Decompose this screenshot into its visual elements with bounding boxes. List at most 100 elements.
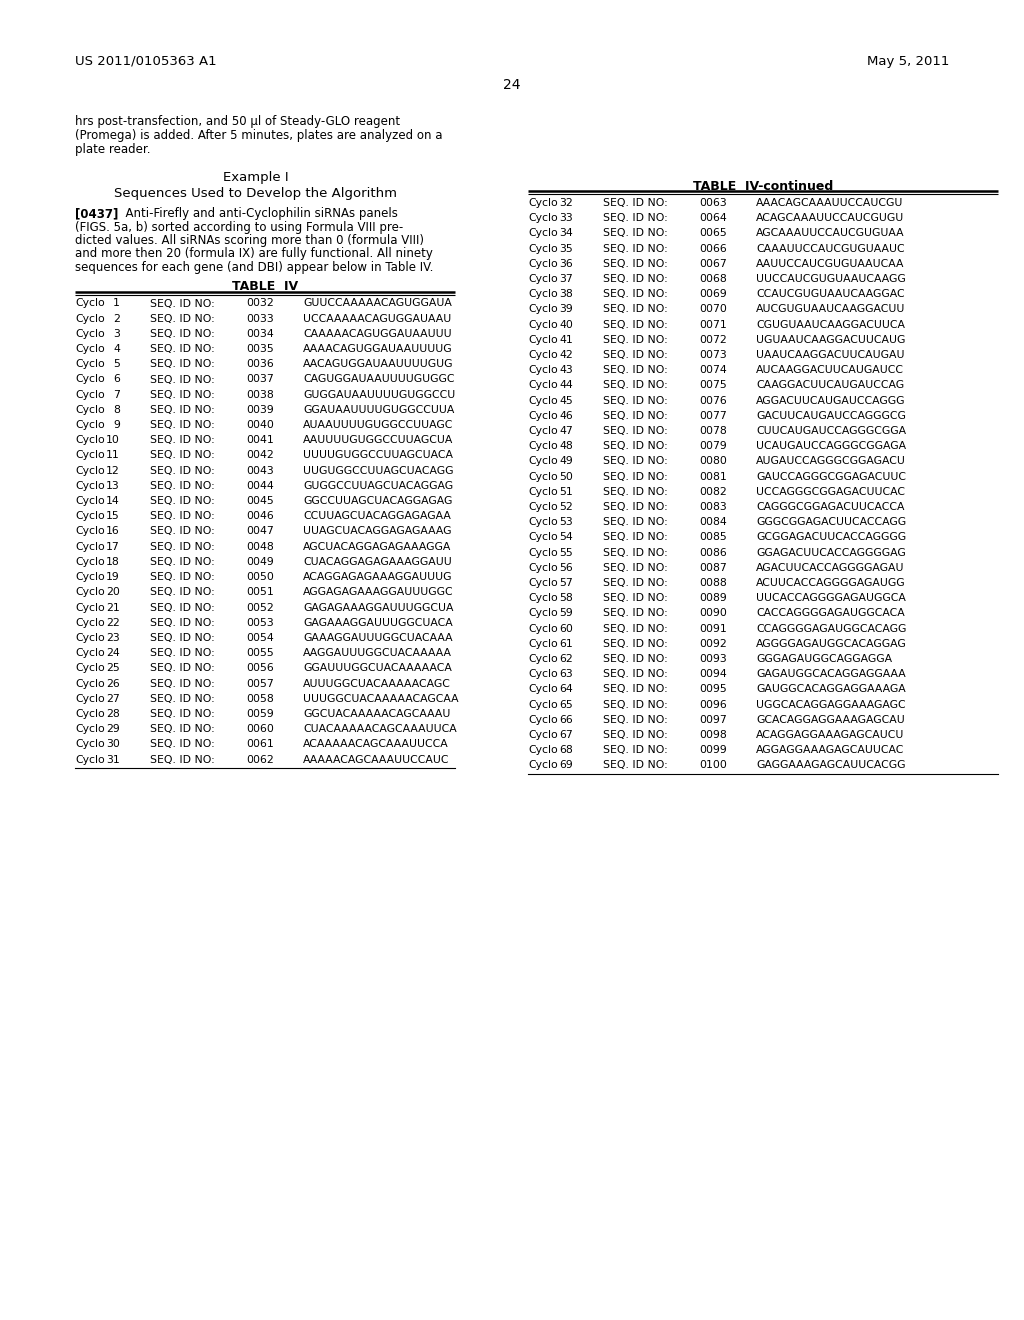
Text: Cyclo: Cyclo [75, 694, 104, 704]
Text: AGGGGAGAUGGCACAGGAG: AGGGGAGAUGGCACAGGAG [756, 639, 906, 649]
Text: Cyclo: Cyclo [528, 517, 558, 527]
Text: GAUCCAGGGCGGAGACUUC: GAUCCAGGGCGGAGACUUC [756, 471, 906, 482]
Text: SEQ. ID NO:: SEQ. ID NO: [150, 632, 215, 643]
Text: 27: 27 [106, 694, 120, 704]
Text: SEQ. ID NO:: SEQ. ID NO: [603, 228, 668, 239]
Text: Cyclo: Cyclo [75, 405, 104, 414]
Text: SEQ. ID NO:: SEQ. ID NO: [603, 700, 668, 710]
Text: 67: 67 [559, 730, 573, 741]
Text: GAGAAAGGAUUUGGCUACA: GAGAAAGGAUUUGGCUACA [303, 618, 453, 628]
Text: SEQ. ID NO:: SEQ. ID NO: [603, 441, 668, 451]
Text: 0036: 0036 [246, 359, 273, 370]
Text: 0061: 0061 [246, 739, 273, 750]
Text: SEQ. ID NO:: SEQ. ID NO: [150, 527, 215, 536]
Text: 45: 45 [559, 396, 573, 405]
Text: 39: 39 [559, 305, 573, 314]
Text: Cyclo: Cyclo [528, 746, 558, 755]
Text: CUACAAAAACAGCAAAUUCA: CUACAAAAACAGCAAAUUCA [303, 725, 457, 734]
Text: 3: 3 [113, 329, 120, 339]
Text: 0053: 0053 [246, 618, 273, 628]
Text: 0037: 0037 [246, 375, 273, 384]
Text: 0088: 0088 [699, 578, 727, 587]
Text: SEQ. ID NO:: SEQ. ID NO: [150, 345, 215, 354]
Text: UAAUCAAGGACUUCAUGAU: UAAUCAAGGACUUCAUGAU [756, 350, 904, 360]
Text: SEQ. ID NO:: SEQ. ID NO: [603, 593, 668, 603]
Text: UUUUGUGGCCUUAGCUACA: UUUUGUGGCCUUAGCUACA [303, 450, 453, 461]
Text: SEQ. ID NO:: SEQ. ID NO: [603, 426, 668, 436]
Text: 38: 38 [559, 289, 573, 300]
Text: 12: 12 [106, 466, 120, 475]
Text: 65: 65 [559, 700, 573, 710]
Text: 0097: 0097 [699, 715, 727, 725]
Text: UGGCACAGGAGGAAAGAGC: UGGCACAGGAGGAAAGAGC [756, 700, 905, 710]
Text: 40: 40 [559, 319, 573, 330]
Text: 47: 47 [559, 426, 573, 436]
Text: SEQ. ID NO:: SEQ. ID NO: [603, 760, 668, 771]
Text: 53: 53 [559, 517, 573, 527]
Text: Cyclo: Cyclo [75, 420, 104, 430]
Text: 19: 19 [106, 572, 120, 582]
Text: SEQ. ID NO:: SEQ. ID NO: [603, 502, 668, 512]
Text: 42: 42 [559, 350, 573, 360]
Text: SEQ. ID NO:: SEQ. ID NO: [603, 623, 668, 634]
Text: CAGGGCGGAGACUUCACCA: CAGGGCGGAGACUUCACCA [756, 502, 904, 512]
Text: SEQ. ID NO:: SEQ. ID NO: [150, 496, 215, 506]
Text: SEQ. ID NO:: SEQ. ID NO: [150, 375, 215, 384]
Text: AUUUGGCUACAAAAACAGC: AUUUGGCUACAAAAACAGC [303, 678, 451, 689]
Text: 0072: 0072 [699, 335, 727, 345]
Text: 0060: 0060 [246, 725, 273, 734]
Text: 0052: 0052 [246, 602, 273, 612]
Text: 0095: 0095 [699, 684, 727, 694]
Text: AUGAUCCAGGGCGGAGACU: AUGAUCCAGGGCGGAGACU [756, 457, 906, 466]
Text: Cyclo: Cyclo [528, 198, 558, 209]
Text: SEQ. ID NO:: SEQ. ID NO: [150, 602, 215, 612]
Text: 0073: 0073 [699, 350, 727, 360]
Text: SEQ. ID NO:: SEQ. ID NO: [150, 648, 215, 659]
Text: 0067: 0067 [699, 259, 727, 269]
Text: SEQ. ID NO:: SEQ. ID NO: [603, 335, 668, 345]
Text: 49: 49 [559, 457, 573, 466]
Text: 41: 41 [559, 335, 573, 345]
Text: GUGGAUAAUUUUGUGGCCU: GUGGAUAAUUUUGUGGCCU [303, 389, 456, 400]
Text: AAUUCCAUCGUGUAAUCAA: AAUUCCAUCGUGUAAUCAA [756, 259, 904, 269]
Text: ACAGGAGGAAAGAGCAUCU: ACAGGAGGAAAGAGCAUCU [756, 730, 904, 741]
Text: AUCGUGUAAUCAAGGACUU: AUCGUGUAAUCAAGGACUU [756, 305, 905, 314]
Text: SEQ. ID NO:: SEQ. ID NO: [603, 639, 668, 649]
Text: Cyclo: Cyclo [528, 411, 558, 421]
Text: Sequences Used to Develop the Algorithm: Sequences Used to Develop the Algorithm [115, 187, 397, 201]
Text: 0079: 0079 [699, 441, 727, 451]
Text: GACUUCAUGAUCCAGGGCG: GACUUCAUGAUCCAGGGCG [756, 411, 906, 421]
Text: Cyclo: Cyclo [75, 298, 104, 309]
Text: SEQ. ID NO:: SEQ. ID NO: [150, 511, 215, 521]
Text: 5: 5 [113, 359, 120, 370]
Text: 0100: 0100 [699, 760, 727, 771]
Text: GGGAGAUGGCAGGAGGA: GGGAGAUGGCAGGAGGA [756, 653, 892, 664]
Text: sequences for each gene (and DBI) appear below in Table IV.: sequences for each gene (and DBI) appear… [75, 261, 433, 275]
Text: SEQ. ID NO:: SEQ. ID NO: [603, 380, 668, 391]
Text: CAGUGGAUAAUUUUGUGGC: CAGUGGAUAAUUUUGUGGC [303, 375, 455, 384]
Text: AGGACUUCAUGAUCCAGGG: AGGACUUCAUGAUCCAGGG [756, 396, 905, 405]
Text: 0044: 0044 [246, 480, 273, 491]
Text: TABLE  IV-continued: TABLE IV-continued [693, 180, 834, 193]
Text: 61: 61 [559, 639, 573, 649]
Text: Cyclo: Cyclo [75, 755, 104, 764]
Text: 0040: 0040 [246, 420, 273, 430]
Text: ACUUCACCAGGGGAGAUGG: ACUUCACCAGGGGAGAUGG [756, 578, 905, 587]
Text: UUGUGGCCUUAGCUACAGG: UUGUGGCCUUAGCUACAGG [303, 466, 454, 475]
Text: 23: 23 [106, 632, 120, 643]
Text: Cyclo: Cyclo [528, 669, 558, 680]
Text: Cyclo: Cyclo [528, 426, 558, 436]
Text: Cyclo: Cyclo [528, 623, 558, 634]
Text: May 5, 2011: May 5, 2011 [866, 55, 949, 69]
Text: 63: 63 [559, 669, 573, 680]
Text: 0063: 0063 [699, 198, 727, 209]
Text: 0070: 0070 [699, 305, 727, 314]
Text: SEQ. ID NO:: SEQ. ID NO: [603, 684, 668, 694]
Text: AGACUUCACCAGGGGAGAU: AGACUUCACCAGGGGAGAU [756, 562, 904, 573]
Text: 58: 58 [559, 593, 573, 603]
Text: 17: 17 [106, 541, 120, 552]
Text: 0080: 0080 [699, 457, 727, 466]
Text: AAGGAUUUGGCUACAAAAA: AAGGAUUUGGCUACAAAAA [303, 648, 452, 659]
Text: 6: 6 [113, 375, 120, 384]
Text: 22: 22 [106, 618, 120, 628]
